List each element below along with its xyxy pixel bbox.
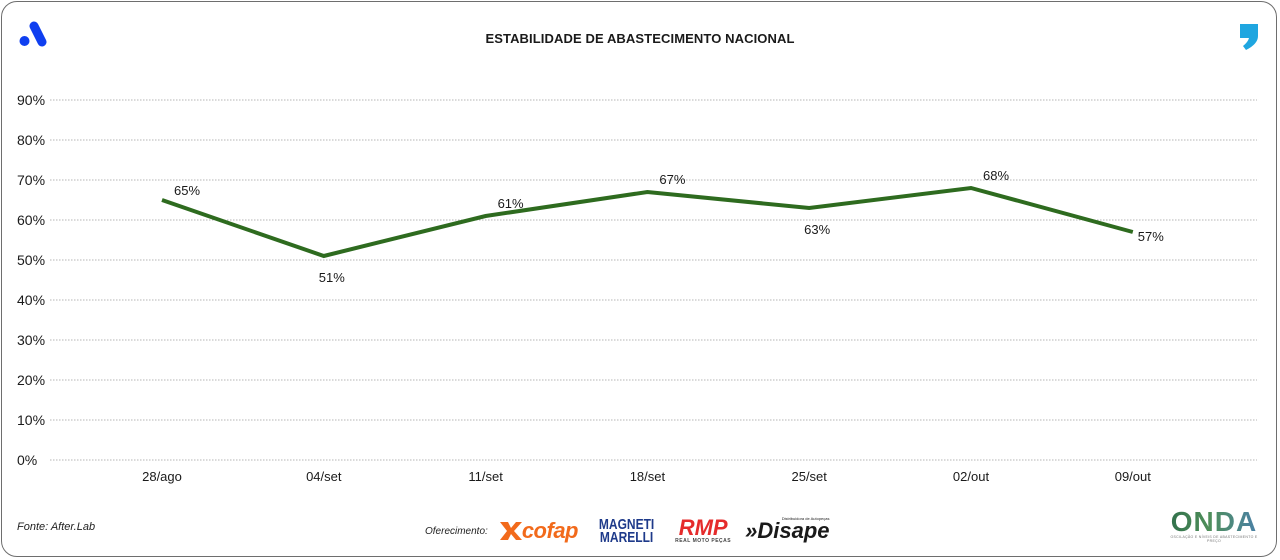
sponsors-bar: Oferecimento: cofap MAGNETI MARELLI RMP … xyxy=(425,515,844,547)
source-note: Fonte: After.Lab xyxy=(17,521,96,533)
data-label: 63% xyxy=(804,222,830,237)
cofap-logo: cofap xyxy=(499,518,579,544)
x-tick-label: 18/set xyxy=(630,469,666,484)
x-tick-label: 02/out xyxy=(953,469,990,484)
magneti-marelli-logo: MAGNETI MARELLI xyxy=(598,516,655,546)
y-tick-label: 20% xyxy=(17,372,45,388)
y-tick-label: 0% xyxy=(17,452,37,468)
chart-title: ESTABILIDADE DE ABASTECIMENTO NACIONAL xyxy=(485,31,795,46)
y-tick-label: 10% xyxy=(17,412,45,428)
x-tick-label: 04/set xyxy=(306,469,342,484)
y-tick-label: 90% xyxy=(17,92,45,108)
y-tick-label: 70% xyxy=(17,172,45,188)
line-chart: 0% 10% 20% 30% 40% 50% 60% 70% 80% 90% 28/ago 04/s… xyxy=(17,92,1257,484)
cofap-x-icon xyxy=(499,522,522,540)
x-tick-label: 25/set xyxy=(791,469,827,484)
y-tick-label: 60% xyxy=(17,212,45,228)
brand-a-logo-icon xyxy=(19,21,47,47)
sponsor-label: Oferecimento: xyxy=(425,525,488,537)
data-label: 57% xyxy=(1138,229,1164,244)
data-label: 51% xyxy=(319,270,345,285)
onda-logo: ONDA OSCILAÇÃO E NÍVEIS DE ABASTECIMENTO… xyxy=(1166,508,1262,544)
y-tick-label: 30% xyxy=(17,332,45,348)
data-label: 67% xyxy=(659,172,685,187)
x-tick-label: 09/out xyxy=(1115,469,1152,484)
quote-comma-icon xyxy=(1240,24,1258,50)
data-label: 65% xyxy=(174,183,200,198)
disape-logo: Distribuidora de Autopeças »Disape xyxy=(745,516,830,543)
data-label: 61% xyxy=(498,196,524,211)
y-tick-label: 80% xyxy=(17,132,45,148)
rmp-logo: RMP REAL MOTO PEÇAS xyxy=(675,515,732,545)
data-label: 68% xyxy=(983,168,1009,183)
series-line xyxy=(161,185,1134,259)
x-tick-label: 11/set xyxy=(468,469,503,484)
x-tick-label: 28/ago xyxy=(142,469,182,484)
y-tick-label: 40% xyxy=(17,292,45,308)
y-tick-label: 50% xyxy=(17,252,45,268)
